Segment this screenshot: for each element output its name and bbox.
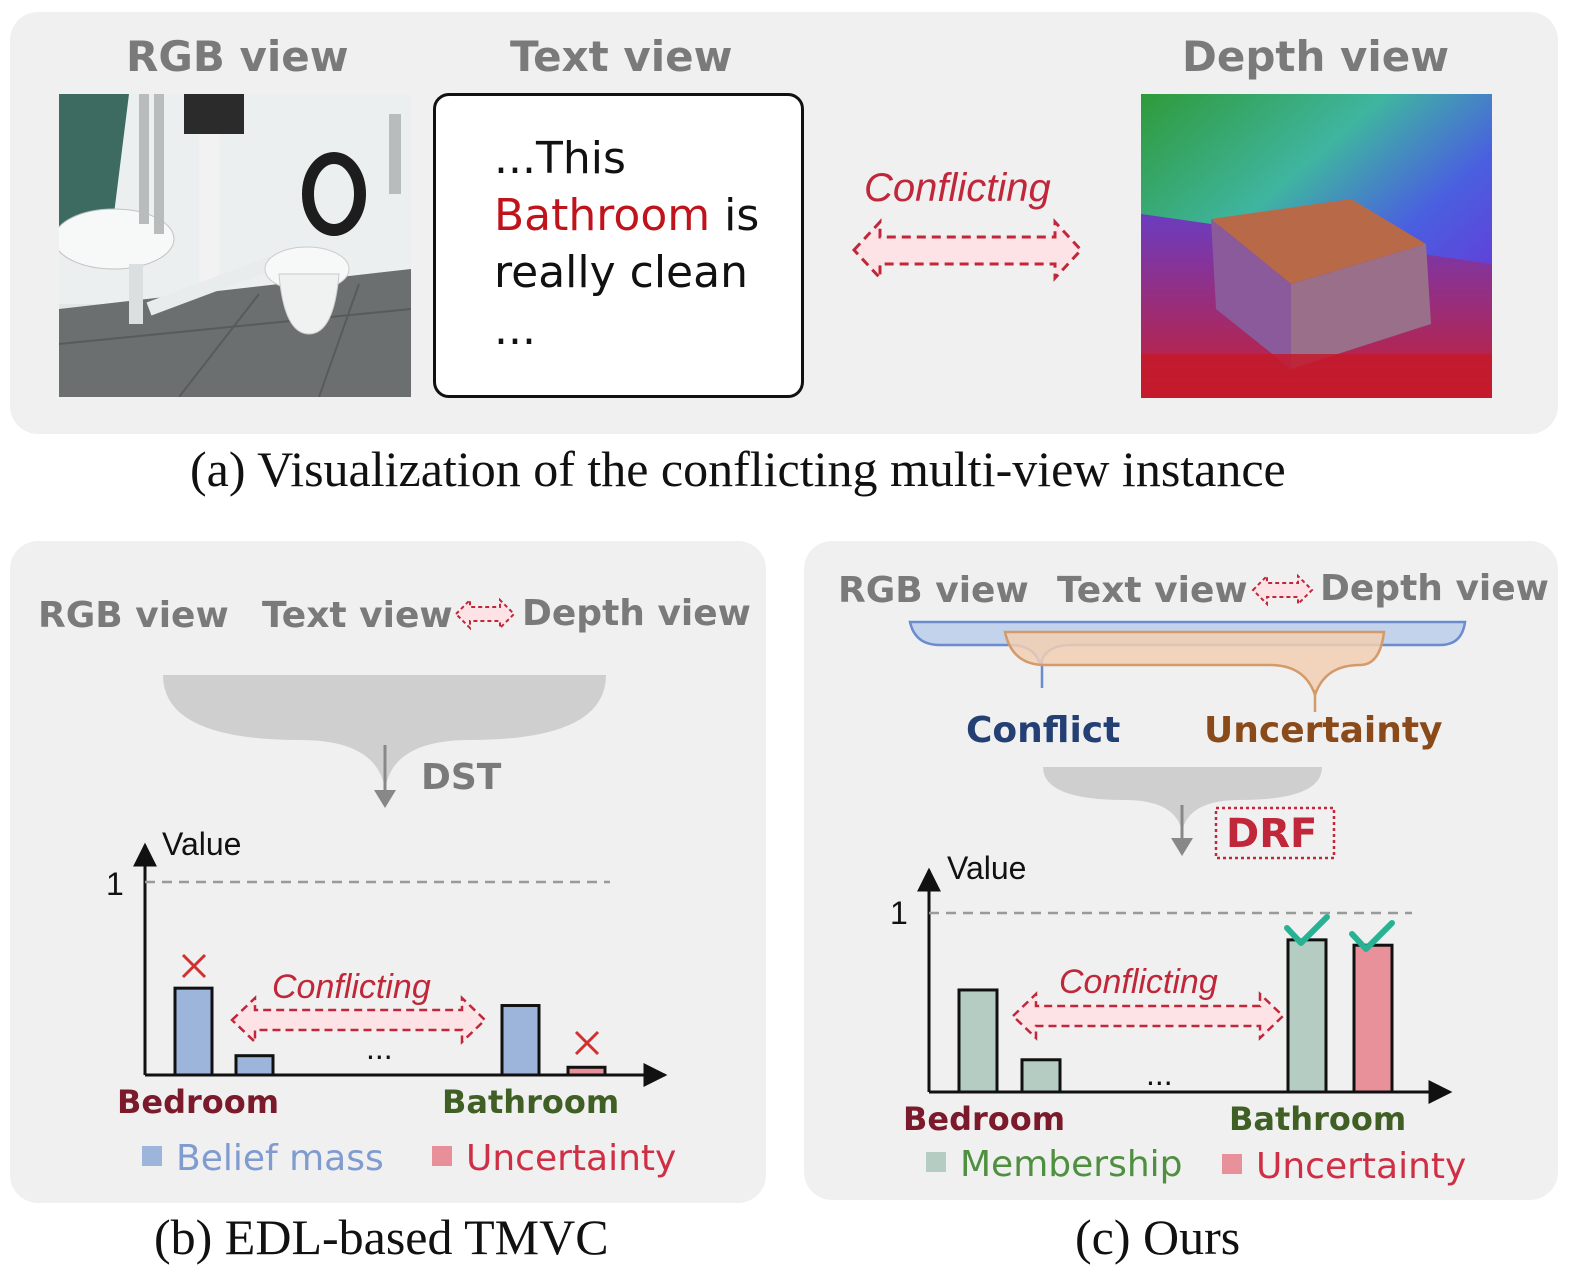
c-legend-membership-text: Membership: [960, 1144, 1183, 1185]
b-conflict-arrow: [230, 995, 487, 1045]
b-legend-belief: Belief mass: [142, 1138, 384, 1179]
c-text-view-label: Text view: [1057, 570, 1248, 611]
b-axes: [133, 842, 668, 1087]
c-legend-uncertainty-swatch: [1222, 1154, 1242, 1174]
caption-c: (c) Ours: [1075, 1209, 1241, 1265]
c-legend-uncertainty-text: Uncertainty: [1256, 1146, 1467, 1187]
text-line-4: ...: [494, 304, 536, 355]
uncertainty-brace: [1003, 630, 1386, 712]
text-line-3: really clean: [494, 247, 748, 298]
b-bar-primary-1: [234, 1054, 275, 1077]
c-bar-primary-3: [1286, 938, 1328, 1094]
conflict-label: Conflict: [966, 710, 1121, 751]
rgb-view-label: RGB view: [126, 32, 349, 81]
c-conflict-arrow: [1011, 991, 1285, 1041]
text-line-1: ...This: [494, 133, 626, 184]
panel-b: [10, 541, 766, 1203]
text-highlight-bathroom: Bathroom: [494, 190, 711, 241]
b-conflicting-label: Conflicting: [272, 968, 431, 1006]
c-legend-membership-swatch: [926, 1152, 946, 1172]
c-conflicting-label: Conflicting: [1059, 963, 1218, 1001]
c-bar-primary-0: [957, 988, 999, 1094]
caption-a: (a) Visualization of the conflicting mul…: [190, 441, 1286, 497]
c-bathroom-label: Bathroom: [1229, 1100, 1407, 1138]
b-legend-belief-text: Belief mass: [176, 1138, 384, 1179]
c-check-bathroom: [1284, 914, 1330, 946]
b-bathroom-label: Bathroom: [442, 1083, 620, 1121]
drf-funnel: [1043, 767, 1322, 856]
c-bar-primary-1: [1020, 1058, 1062, 1094]
b-bar-primary-3: [500, 1004, 541, 1077]
conflicting-label-a: Conflicting: [864, 166, 1051, 210]
c-bar-uncertainty-4: [1352, 943, 1394, 1094]
b-text-view-label: Text view: [262, 595, 453, 636]
b-legend-uncertainty-swatch: [432, 1146, 452, 1166]
c-bars: [957, 938, 1394, 1094]
drf-box: [1214, 806, 1336, 860]
depth-bedroom-image: [1141, 94, 1492, 398]
b-bedroom-label: Bedroom: [117, 1083, 280, 1121]
dst-label: DST: [421, 757, 502, 798]
uncertainty-label: Uncertainty: [1204, 710, 1443, 751]
b-bar-primary-0: [173, 986, 214, 1077]
drf-label: DRF: [1226, 811, 1318, 857]
text-line-2-rest: is: [710, 190, 760, 241]
c-value-label: Value: [947, 850, 1027, 886]
text-view-label: Text view: [510, 32, 733, 81]
c-check-uncertainty: [1349, 920, 1395, 952]
c-bedroom-label: Bedroom: [903, 1100, 1066, 1138]
c-rgb-view-label: RGB view: [838, 570, 1029, 611]
c-one-tick: 1: [890, 895, 908, 931]
c-ellipsis: ...: [1146, 1056, 1173, 1092]
b-header-conflict-arrow: [454, 597, 516, 631]
b-cross-bedroom: [181, 953, 207, 979]
b-value-label: Value: [162, 826, 242, 862]
caption-b: (b) EDL-based TMVC: [154, 1209, 609, 1265]
text-view-box: ...This Bathroom is really clean ...: [433, 93, 804, 398]
b-bars: [173, 986, 607, 1077]
c-legend-membership: Membership: [926, 1144, 1183, 1185]
b-legend-belief-swatch: [142, 1146, 162, 1166]
b-bar-uncertainty-4: [566, 1065, 607, 1077]
c-legend-uncertainty: Uncertainty: [1222, 1146, 1466, 1187]
text-line-2: Bathroom is: [494, 187, 801, 244]
b-depth-view-label: Depth view: [522, 593, 751, 634]
conflict-arrow-a: [851, 218, 1084, 282]
b-rgb-view-label: RGB view: [38, 595, 229, 636]
c-header-conflict-arrow: [1251, 573, 1314, 607]
dst-funnel: [163, 675, 606, 808]
c-depth-view-label: Depth view: [1320, 568, 1549, 609]
depth-view-label: Depth view: [1182, 32, 1450, 81]
b-cross-uncertainty: [574, 1030, 600, 1056]
b-legend-uncertainty: Uncertainty: [432, 1138, 676, 1179]
b-ellipsis: ...: [366, 1030, 393, 1066]
b-one-tick: 1: [106, 866, 124, 902]
rgb-bathroom-image: [59, 94, 411, 397]
b-legend-uncertainty-text: Uncertainty: [466, 1138, 677, 1179]
